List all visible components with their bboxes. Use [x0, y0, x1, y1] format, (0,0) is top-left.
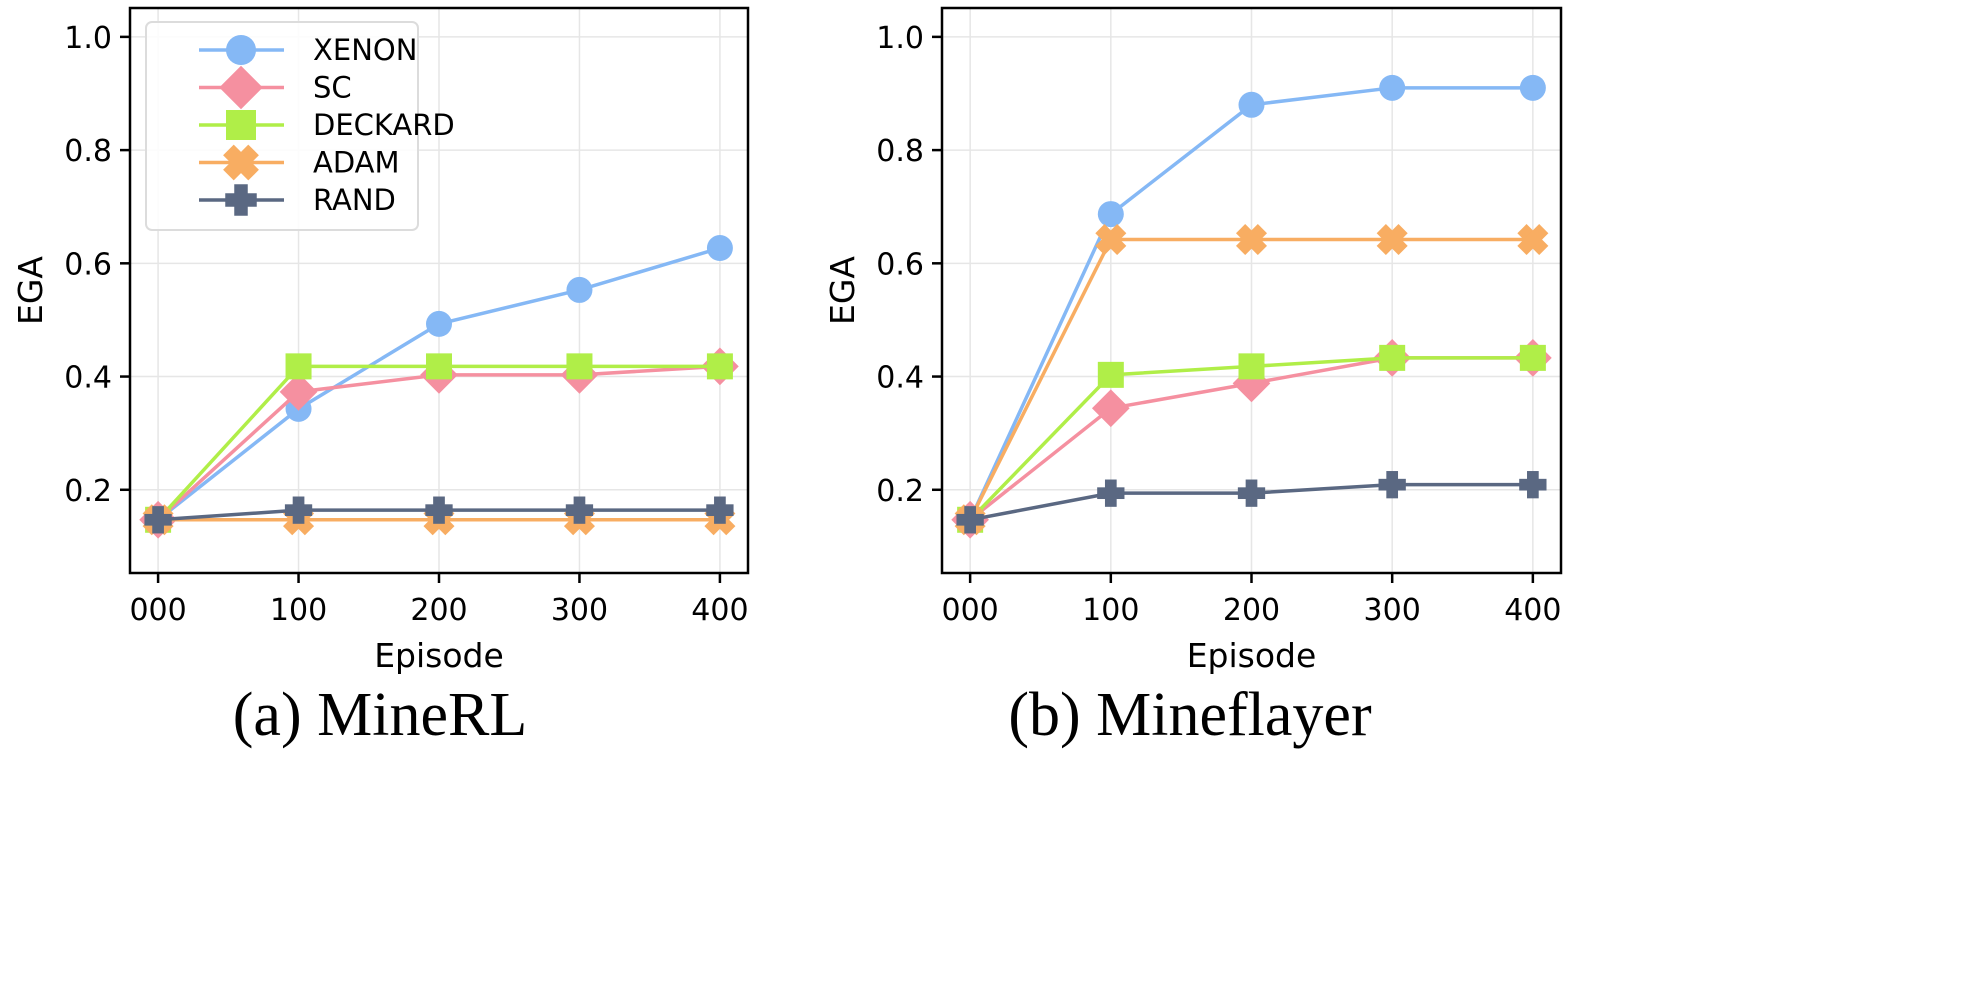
marker-x	[1376, 224, 1408, 256]
axes-frame	[128, 6, 750, 575]
marker-plus-bar	[1386, 471, 1399, 499]
marker-x	[1095, 224, 1127, 256]
marker-x	[1517, 224, 1549, 256]
marker-plus-bar	[573, 496, 586, 524]
marker-plus	[144, 506, 172, 534]
legend-entry: DECKARD	[199, 108, 455, 142]
x-tick-label: 200	[1223, 593, 1280, 628]
x-tick-label: 300	[1364, 593, 1421, 628]
marker-plus-bar	[1104, 479, 1117, 507]
x-tick-label: 400	[1504, 593, 1561, 628]
marker-square	[566, 353, 593, 380]
marker-circle	[1238, 91, 1265, 118]
y-tick-label: 0.8	[876, 134, 924, 169]
marker-diamond	[1091, 389, 1130, 428]
series-adam	[954, 224, 1549, 536]
y-tick-label: 0.4	[876, 361, 924, 396]
marker-square	[1238, 353, 1265, 380]
marker-plus	[284, 496, 313, 524]
y-axis-label: EGA	[11, 256, 50, 325]
chart-caption: (b) Mineflayer	[1008, 681, 1372, 749]
marker-circle	[706, 235, 733, 262]
x-tick-label: 100	[270, 593, 327, 628]
x-tick-label: 000	[942, 593, 999, 628]
series-rand	[144, 496, 734, 534]
marker-plus-bar	[714, 496, 726, 524]
marker-x-bar	[1376, 224, 1408, 256]
marker-plus	[706, 496, 734, 524]
marker-plus	[956, 506, 984, 534]
legend-label: ADAM	[313, 146, 400, 180]
chart-caption: (a) MineRL	[233, 681, 527, 749]
marker-diamond	[1232, 364, 1271, 403]
marker-plus	[225, 184, 257, 216]
marker-circle	[1097, 201, 1124, 228]
x-tick-label: 200	[410, 593, 467, 628]
marker-square	[1097, 361, 1124, 388]
legend-label: RAND	[313, 183, 396, 217]
y-tick-label: 0.2	[876, 474, 924, 509]
x-tick-label: 300	[551, 593, 608, 628]
marker-plus-bar	[234, 184, 248, 216]
chart-panel-1: 000 100 200 300 400 0.2 0.4 0.6 0.8 1.0 Episode EGA…	[823, 6, 1563, 749]
y-tick-label: 0.4	[64, 361, 112, 396]
legend-entry: XENON	[199, 33, 417, 67]
marker-circle	[1519, 74, 1546, 101]
marker-plus	[1097, 479, 1125, 507]
marker-x-bar	[1095, 224, 1127, 256]
series-rand	[956, 471, 1547, 534]
y-tick-label: 0.6	[876, 247, 924, 282]
legend-entry: RAND	[199, 183, 396, 217]
marker-plus	[1519, 471, 1547, 499]
marker-plus	[1378, 471, 1406, 499]
marker-x	[1235, 224, 1268, 256]
axes-frame	[940, 6, 1563, 575]
y-tick-label: 1.0	[64, 21, 112, 56]
marker-square	[285, 353, 312, 380]
y-tick-label: 1.0	[876, 21, 924, 56]
x-axis-label: Episode	[1187, 636, 1317, 675]
y-tick-label: 0.6	[64, 247, 112, 282]
marker-plus	[425, 496, 453, 524]
marker-plus-bar	[1245, 479, 1258, 507]
y-axis-label: EGA	[823, 256, 862, 325]
marker-diamond	[279, 372, 318, 411]
marker-circle	[426, 310, 452, 337]
marker-circle	[566, 276, 593, 303]
legend-label: XENON	[313, 33, 417, 67]
marker-x-bar	[1235, 224, 1268, 256]
marker-x	[223, 144, 259, 181]
x-axis-label: Episode	[374, 636, 504, 675]
marker-plus-bar	[152, 506, 164, 534]
marker-plus-bar	[964, 506, 976, 534]
marker-plus	[1237, 479, 1266, 507]
marker-plus-bar	[433, 496, 445, 524]
marker-circle	[1379, 74, 1406, 101]
marker-plus-bar	[1527, 471, 1539, 499]
chart-panel-0: 000 100 200 300 400 0.2 0.4 0.6 0.8 1.0 Episode EGA…	[11, 6, 750, 749]
marker-square	[1379, 344, 1406, 371]
legend-entry: ADAM	[199, 144, 400, 181]
y-tick-label: 0.2	[64, 474, 112, 509]
marker-square	[426, 353, 452, 380]
marker-diamond	[219, 65, 263, 110]
x-tick-label: 400	[691, 593, 748, 628]
marker-square	[1519, 344, 1546, 371]
marker-plus-bar	[292, 496, 305, 524]
y-tick-label: 0.8	[64, 134, 112, 169]
legend-entry: SC	[199, 65, 352, 110]
legend-label: DECKARD	[313, 108, 455, 142]
marker-x-bar	[223, 144, 259, 181]
marker-x-bar	[1517, 224, 1549, 256]
marker-plus	[565, 496, 594, 524]
marker-circle	[226, 35, 256, 65]
marker-square	[706, 353, 733, 380]
x-tick-label: 000	[129, 593, 186, 628]
x-tick-label: 100	[1082, 593, 1139, 628]
marker-square	[226, 110, 256, 140]
legend-label: SC	[313, 71, 352, 105]
